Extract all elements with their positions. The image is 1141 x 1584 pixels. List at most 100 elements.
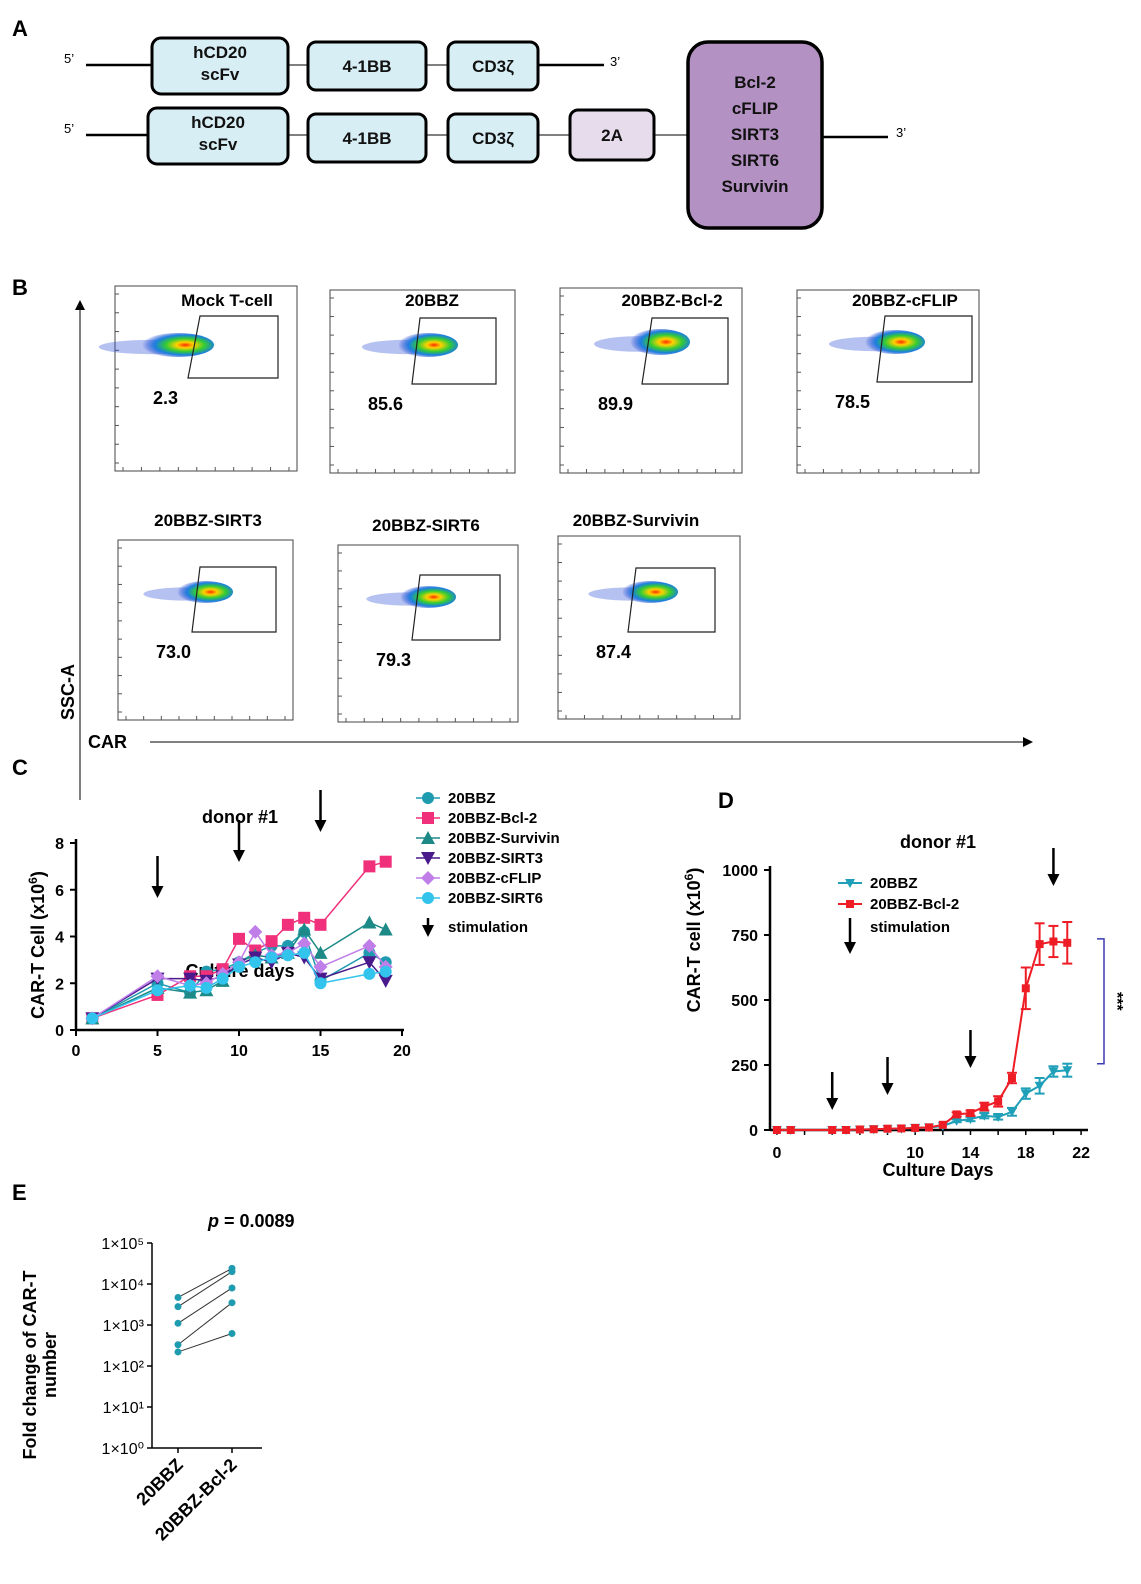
chart-d-point [828,1126,837,1134]
chart-e-point [174,1341,182,1349]
flow-density [142,333,214,357]
chart-c-point [379,965,392,978]
chart-e-ytick-label: 1×10⁵ [101,1236,144,1253]
chart-c-point [281,918,294,931]
chart-d-point [1034,1081,1045,1091]
flow-plot-0: Mock T-cell 2.3 [98,285,298,472]
panel-a-construct: 5’ hCD20 scFv 4-1BB CD3ζ 3’ 5’ hCD20 scF… [64,36,906,230]
chart-c-point [362,938,377,953]
chart-c-stim-arrow-head [314,820,327,832]
chart-c-legend-marker [422,812,434,824]
chart-d-line-1 [776,940,1068,1131]
chart-d-point [1006,1107,1017,1117]
flow-gate [187,315,279,379]
flow-plot-5: 20BBZ-SIRT6 79.3 [337,516,519,723]
chart-e-plot: 1×10⁰1×10¹1×10²1×10³1×10⁴1×10⁵20BBZ20BBZ… [101,1236,262,1545]
chart-d-ytick-label: 750 [731,928,758,945]
chart-c-point [297,922,312,936]
chart-e-ylabel-l1: Fold change of CAR-T [20,1271,40,1460]
flow-plot-title: Mock T-cell [181,291,273,310]
flow-plot-title: 20BBZ [405,291,459,310]
row1-41bb-box [306,40,428,92]
panel-e-chart: p = 0.0089 Fold change of CAR-T number 1… [20,1211,295,1545]
row1-cd3z-label: CD3ζ [472,57,514,76]
chart-e-pair-line [177,1287,233,1324]
chart-c-xtick-label: 5 [153,1043,162,1060]
chart-d-point [1035,940,1044,949]
chart-d-point [786,1126,795,1134]
gene-sirt3: SIRT3 [731,125,779,144]
chart-d-point [1049,937,1058,946]
chart-d-line-0 [776,1069,1068,1131]
chart-d-legend-stim: stimulation [870,919,950,936]
chart-c-point [86,1012,99,1025]
chart-c-xtick-label: 0 [72,1043,81,1060]
chart-c-point [298,946,311,959]
chart-c-point [233,932,245,945]
chart-d-xtick-label: 0 [772,1145,781,1162]
flow-density [398,333,458,357]
chart-c-ytick-label: 0 [55,1023,64,1040]
anti-apoptotic-box [686,40,824,230]
chart-c-point [233,960,245,973]
chart-c-point [313,959,328,974]
flow-plot-4: 20BBZ-SIRT3 73.0 [117,511,294,721]
chart-c-point [150,969,165,984]
chart-c-legend-marker [421,871,435,885]
row2-5prime: 5’ [64,121,74,136]
flow-gate-percent: 78.5 [835,392,870,412]
chart-c-legend-label: 20BBZ-cFLIP [448,870,541,887]
flow-plot-title: 20BBZ-SIRT3 [154,511,262,530]
chart-d-legend-label: 20BBZ-Bcl-2 [870,896,959,913]
chart-d-stim-arrow-head [826,1098,839,1110]
chart-d-point [966,1109,975,1118]
flow-plots: Mock T-cell2.320BBZ85.620BBZ-Bcl-289.920… [98,285,980,723]
chart-e-point [228,1284,236,1292]
chart-d-point [979,1111,990,1121]
chart-e-ytick-label: 1×10² [103,1359,145,1376]
row2-2a-label: 2A [601,126,623,145]
flow-gate-percent: 89.9 [598,394,633,414]
chart-d-xtick-label: 22 [1072,1145,1090,1162]
row2-3prime: 3’ [896,125,906,140]
chart-d-point [897,1124,906,1133]
chart-d-point [1062,1066,1073,1076]
chart-c-point [248,924,263,939]
panel-letter-e: E [12,1180,27,1205]
chart-d-ylabel: CAR-T cell (x106) [682,868,704,1013]
chart-c-point [362,956,377,970]
chart-e-pair-line [177,1271,233,1308]
chart-e-point [174,1293,182,1301]
chart-c-legend-stim: stimulation [448,919,528,936]
chart-d-xlabel: Culture Days [882,1160,993,1180]
chart-c-point [200,981,213,994]
chart-d-point [1007,1074,1016,1082]
chart-d-point [994,1097,1003,1106]
flow-plot-frame [559,287,743,474]
chart-c-legend-label: 20BBZ-SIRT3 [448,850,543,867]
chart-c-point [378,922,393,936]
chart-c-point [265,935,278,948]
chart-c-point [314,977,327,990]
chart-d-point [1021,984,1030,993]
chart-e-ytick-label: 1×10¹ [103,1400,144,1417]
chart-c-legend-arrow-head [422,925,434,937]
chart-e-pair-line [177,1267,233,1298]
gene-sirt6: SIRT6 [731,151,779,170]
gene-survivin: Survivin [721,177,788,196]
row2-41bb-label: 4-1BB [342,129,391,148]
chart-c-point [362,915,377,929]
flow-plot-title: 20BBZ-cFLIP [852,291,958,310]
chart-c-stim-arrow-head [151,886,164,898]
chart-d-point [772,1126,781,1134]
chart-e-ytick-label: 1×10³ [103,1318,145,1335]
chart-c-ytick-label: 4 [55,930,64,947]
flow-gate-percent: 79.3 [376,650,411,670]
row1-5prime: 5’ [64,51,74,66]
flow-plot-frame [557,535,741,720]
chart-c-legend-marker [421,831,435,844]
chart-d-point [938,1120,947,1129]
flow-plot-title: 20BBZ-Bcl-2 [621,291,722,310]
chart-d-significance-bracket [1097,938,1105,1065]
